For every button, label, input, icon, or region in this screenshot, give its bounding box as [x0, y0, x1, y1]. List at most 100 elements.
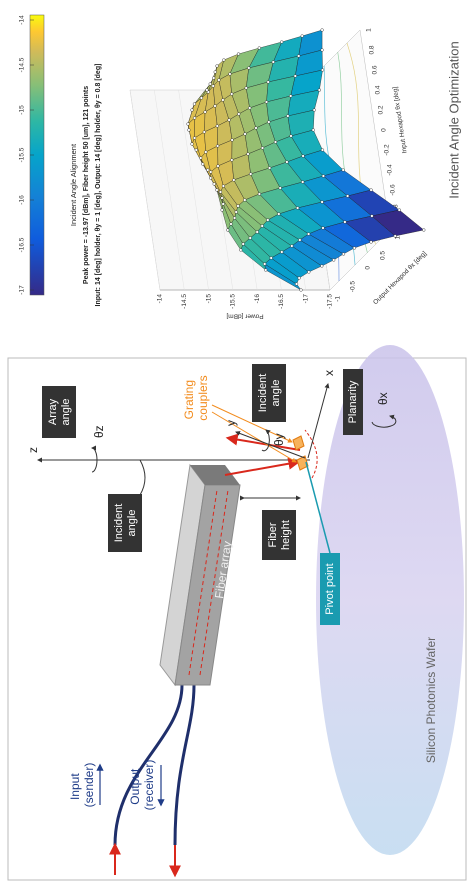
sample-point — [320, 148, 325, 152]
x-tick-label: 0.8 — [369, 45, 376, 54]
x-tick-label: -0.4 — [387, 164, 394, 176]
rotation-arc — [261, 429, 271, 452]
y-axis-label: y — [224, 420, 238, 426]
sample-point — [209, 176, 213, 180]
label-line: angle — [126, 510, 138, 537]
box-label: Pivot point — [324, 563, 336, 614]
colorbar-tick-label: -15 — [19, 105, 26, 115]
sample-point — [209, 170, 213, 174]
sample-point — [248, 236, 252, 240]
sample-point — [201, 162, 205, 166]
sample-point — [255, 230, 259, 234]
sample-point — [320, 48, 324, 52]
sample-point — [213, 70, 217, 74]
sample-point — [232, 178, 236, 182]
sample-point — [218, 190, 223, 194]
sample-point — [241, 242, 245, 246]
z-tick-label: -16.5 — [278, 294, 285, 309]
sample-point — [260, 224, 264, 228]
sample-point — [332, 258, 336, 262]
sample-point — [220, 208, 224, 212]
sample-point — [221, 202, 225, 206]
sample-point — [286, 114, 290, 118]
x-axis-label: x — [322, 370, 336, 376]
wafer — [316, 345, 464, 855]
beam — [224, 457, 301, 476]
sample-point — [226, 228, 230, 232]
fiber-core — [188, 489, 218, 676]
sample-point — [278, 186, 282, 190]
colorbar-tick-label: -14 — [19, 15, 26, 25]
sample-point — [233, 216, 237, 220]
label-line: Array — [47, 398, 59, 425]
label-line: angle — [60, 399, 72, 426]
sample-point — [307, 270, 311, 274]
label-line: Input — [68, 773, 82, 800]
sample-point — [193, 136, 197, 140]
rotation-arc — [91, 445, 98, 473]
sample-point — [277, 212, 281, 216]
colorbar-tick-label: -17 — [19, 285, 26, 295]
sample-point — [206, 168, 210, 172]
sample-point — [301, 180, 305, 184]
sample-point — [216, 164, 220, 168]
sample-point — [229, 222, 233, 226]
sample-point — [297, 54, 301, 58]
label-line: Output — [128, 768, 142, 805]
sample-point — [234, 210, 238, 214]
angle-arc — [139, 459, 146, 496]
sample-point — [254, 126, 258, 130]
sample-point — [317, 88, 321, 92]
sample-point — [230, 92, 234, 96]
sample-point — [296, 206, 300, 210]
pointer — [211, 411, 297, 463]
x-axis — [307, 383, 330, 459]
sample-point — [205, 88, 209, 92]
z-tick-label: -15.5 — [230, 294, 237, 309]
label-line: Pivot point — [324, 563, 336, 614]
sample-point — [204, 150, 208, 154]
sample-point — [221, 98, 225, 102]
z-tick-label: -15 — [205, 294, 212, 304]
x-tick-label: -0.6 — [390, 184, 397, 196]
sample-point — [211, 84, 215, 88]
sample-point — [248, 106, 252, 110]
plot-title: Peak power = -13.97 [dBm], Fiber height … — [83, 86, 90, 284]
box-bg — [262, 510, 296, 560]
fiber-array-end — [190, 465, 240, 485]
sample-point — [268, 166, 272, 170]
label-box: Arrayangle — [42, 386, 76, 438]
colorbar-tick-label: -15.5 — [19, 147, 26, 162]
sample-point — [422, 228, 426, 232]
sample-point — [280, 250, 284, 254]
label-box: Pivot point — [320, 553, 340, 625]
sample-point — [320, 200, 324, 204]
sample-point — [228, 72, 232, 76]
sample-point — [230, 138, 234, 142]
surface-plot: Incident Angle Alignment Peak power = -13… — [19, 14, 428, 319]
sample-point — [280, 40, 284, 44]
sample-point — [266, 218, 270, 222]
x-tick-label: -0.2 — [384, 144, 391, 156]
sample-point — [298, 238, 302, 242]
sample-point — [247, 66, 251, 70]
sample-point — [346, 194, 350, 198]
sample-point — [212, 182, 216, 186]
box-bg — [252, 364, 286, 422]
sample-point — [293, 74, 297, 78]
label-box: Planarity — [343, 369, 363, 435]
sample-point — [321, 226, 325, 230]
grating-couplers-label: Grating couplers — [182, 375, 210, 420]
colorbar-tick-label: -16.5 — [19, 237, 26, 252]
sample-point — [243, 132, 247, 136]
label-line: Fiber — [267, 522, 279, 547]
sample-point — [190, 142, 194, 146]
y-tick-label: 0.5 — [380, 251, 387, 260]
rotation-arc — [371, 414, 397, 428]
sample-point — [370, 214, 374, 218]
sample-point — [267, 120, 271, 124]
sample-point — [227, 118, 231, 122]
sample-point — [244, 86, 248, 90]
z-axis-label: Power [dBm] — [226, 312, 263, 319]
